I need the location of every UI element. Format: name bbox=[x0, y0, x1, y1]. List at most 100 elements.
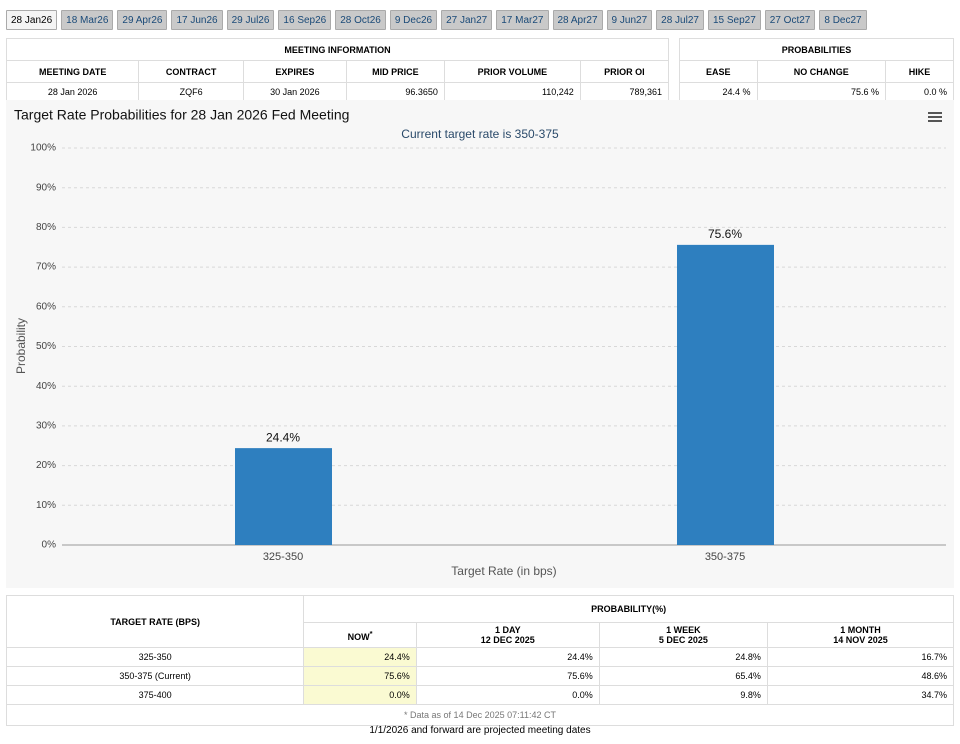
cell: 48.6% bbox=[766, 666, 955, 686]
cell: 0.0% bbox=[303, 685, 417, 705]
tab-bar: 28 Jan26 18 Mar26 29 Apr26 17 Jun26 29 Jul26… bbox=[6, 10, 867, 30]
column-header: EASE bbox=[679, 60, 758, 83]
data-row: 375-400 0.0% 0.0% 9.8% 34.7% bbox=[5, 685, 955, 705]
meeting-tab[interactable]: 15 Sep27 bbox=[707, 10, 761, 30]
cell: 0.0 % bbox=[884, 82, 955, 102]
cell: 110,242 bbox=[443, 82, 581, 102]
data-label: 24.4% bbox=[266, 430, 300, 444]
meeting-tab[interactable]: 29 Jul26 bbox=[226, 10, 275, 30]
column-header: PRIOR VOLUME bbox=[443, 60, 581, 83]
meeting-tab[interactable]: 27 Jan27 bbox=[441, 10, 493, 30]
chart: Target Rate Probabilities for 28 Jan 202… bbox=[6, 100, 954, 588]
y-tick-label: 80% bbox=[36, 222, 56, 233]
note-row: * Data as of 14 Dec 2025 07:11:42 CT bbox=[6, 704, 954, 726]
cell: 24.8% bbox=[598, 647, 768, 667]
column-mark: * bbox=[369, 628, 373, 638]
y-tick-label: 20% bbox=[36, 460, 56, 471]
cell: 30 Jan 2026 bbox=[242, 82, 347, 102]
column-title: NOW bbox=[347, 631, 370, 642]
column-header: PRIOR OI bbox=[579, 60, 670, 83]
chart-background bbox=[6, 100, 954, 588]
data-row: 28 Jan 2026 ZQF6 30 Jan 2026 96.3650 110,242… bbox=[5, 82, 670, 102]
footer-note: 1/1/2026 and forward are projected meeti… bbox=[369, 725, 591, 736]
meeting-tab[interactable]: 28 Jan26 bbox=[6, 10, 58, 30]
data-row: 24.4 % 75.6 % 0.0 % bbox=[679, 82, 955, 102]
cell: 325-350 bbox=[5, 647, 305, 667]
data-row: 350-375 (Current) 75.6% 75.6% 65.4% 48.6% bbox=[5, 666, 955, 686]
probabilities-table: PROBABILITIES EASE NO CHANGE HIKE 24.4 % 75.6… bbox=[679, 38, 955, 102]
x-tick-label: 325-350 bbox=[263, 551, 303, 563]
cell: 75.6% bbox=[303, 666, 417, 686]
meeting-tab[interactable]: 29 Apr26 bbox=[117, 10, 168, 30]
probability-table: TARGET RATE (BPS) PROBABILITY(%) NOW* 1 DAY… bbox=[5, 595, 955, 726]
column-header: NOW* bbox=[303, 622, 417, 648]
header-row: MEETING DATE CONTRACT EXPIRES MID PRICE PRIO… bbox=[5, 60, 670, 83]
meeting-tab[interactable]: 28 Oct26 bbox=[335, 10, 386, 30]
data-row: 325-350 24.4% 24.4% 24.8% 16.7% bbox=[5, 647, 955, 667]
title-row: MEETING INFORMATION bbox=[6, 38, 669, 61]
y-axis-label: Probability bbox=[14, 318, 28, 374]
cell: 28 Jan 2026 bbox=[5, 82, 140, 102]
cell: 9.8% bbox=[598, 685, 768, 705]
column-header: 1 DAY 12 DEC 2025 bbox=[415, 622, 600, 648]
cell: 0.0% bbox=[415, 685, 600, 705]
y-tick-label: 100% bbox=[30, 143, 56, 154]
cell: 75.6% bbox=[415, 666, 600, 686]
cell: 789,361 bbox=[579, 82, 670, 102]
cell: 24.4% bbox=[303, 647, 417, 667]
column-header: HIKE bbox=[884, 60, 955, 83]
cell: 350-375 (Current) bbox=[5, 666, 305, 686]
data-note: * Data as of 14 Dec 2025 07:11:42 CT bbox=[6, 704, 954, 726]
menu-button[interactable] bbox=[928, 112, 942, 122]
column-date: 5 DEC 2025 bbox=[658, 635, 708, 645]
header-row: EASE NO CHANGE HIKE bbox=[679, 60, 955, 83]
y-tick-label: 60% bbox=[36, 301, 56, 312]
column-header: MID PRICE bbox=[345, 60, 445, 83]
meeting-tab[interactable]: 9 Jun27 bbox=[606, 10, 653, 30]
cell: 375-400 bbox=[5, 685, 305, 705]
column-title: 1 DAY bbox=[494, 625, 521, 635]
cell: 24.4% bbox=[415, 647, 600, 667]
meeting-tab[interactable]: 28 Apr27 bbox=[552, 10, 603, 30]
table-title: PROBABILITIES bbox=[679, 38, 954, 61]
column-header: MEETING DATE bbox=[5, 60, 140, 83]
group-header: PROBABILITY(%) bbox=[303, 595, 954, 623]
column-header: CONTRACT bbox=[138, 60, 244, 83]
cell: 16.7% bbox=[766, 647, 955, 667]
meeting-tab[interactable]: 8 Dec27 bbox=[819, 10, 867, 30]
meeting-tab[interactable]: 18 Mar26 bbox=[61, 10, 114, 30]
y-tick-label: 50% bbox=[36, 341, 56, 352]
row-header: TARGET RATE (BPS) bbox=[5, 595, 305, 648]
meeting-tab[interactable]: 27 Oct27 bbox=[764, 10, 816, 30]
x-tick-label: 350-375 bbox=[705, 551, 745, 563]
meeting-tab[interactable]: 16 Sep26 bbox=[278, 10, 332, 30]
meeting-tab[interactable]: 28 Jul27 bbox=[656, 10, 704, 30]
bar bbox=[235, 448, 332, 545]
cell: 34.7% bbox=[766, 685, 955, 705]
meeting-info-table: MEETING INFORMATION MEETING DATE CONTRACT E… bbox=[5, 38, 670, 102]
y-tick-label: 0% bbox=[42, 540, 57, 551]
column-header: NO CHANGE bbox=[756, 60, 886, 83]
meeting-tab[interactable]: 17 Jun26 bbox=[171, 10, 223, 30]
column-header: 1 MONTH 14 NOV 2025 bbox=[766, 622, 955, 648]
cell: 65.4% bbox=[598, 666, 768, 686]
cell: 96.3650 bbox=[345, 82, 445, 102]
column-date: 14 NOV 2025 bbox=[833, 635, 888, 645]
meeting-tab[interactable]: 17 Mar27 bbox=[496, 10, 549, 30]
y-tick-label: 10% bbox=[36, 500, 56, 511]
y-tick-label: 70% bbox=[36, 262, 56, 273]
title-row: PROBABILITIES bbox=[679, 38, 954, 61]
group-header-row: TARGET RATE (BPS) PROBABILITY(%) bbox=[5, 595, 954, 648]
cell: 75.6 % bbox=[756, 82, 886, 102]
column-title: 1 MONTH bbox=[840, 625, 881, 635]
chart-subtitle: Current target rate is 350-375 bbox=[401, 127, 559, 141]
chart-title: Target Rate Probabilities for 28 Jan 202… bbox=[14, 107, 349, 123]
column-header: 1 WEEK 5 DEC 2025 bbox=[598, 622, 768, 648]
data-label: 75.6% bbox=[708, 227, 742, 241]
cell: 24.4 % bbox=[679, 82, 758, 102]
table-title: MEETING INFORMATION bbox=[6, 38, 669, 61]
meeting-tab[interactable]: 9 Dec26 bbox=[389, 10, 438, 30]
cell: ZQF6 bbox=[138, 82, 244, 102]
column-title: 1 WEEK bbox=[666, 625, 701, 635]
